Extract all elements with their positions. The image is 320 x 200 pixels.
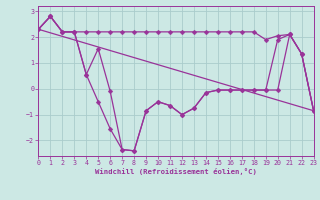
X-axis label: Windchill (Refroidissement éolien,°C): Windchill (Refroidissement éolien,°C) bbox=[95, 168, 257, 175]
